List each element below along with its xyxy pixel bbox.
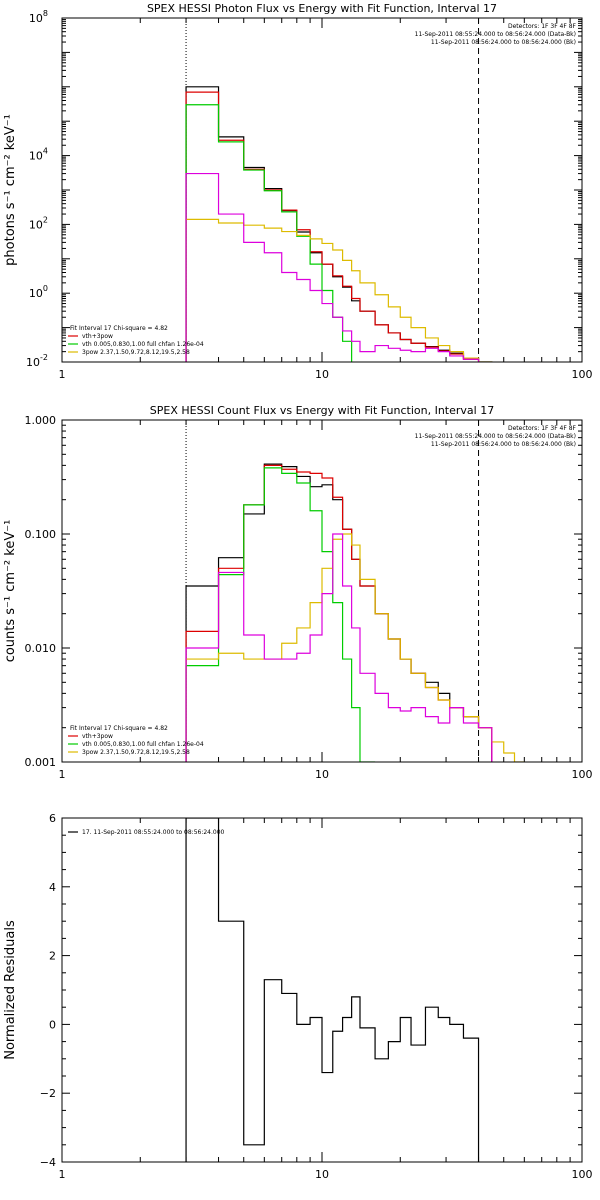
series-line-1 bbox=[185, 818, 480, 1162]
header-line: 11-Sep-2011 08:56:24.000 to 08:56:24.000… bbox=[431, 441, 576, 448]
x-tick-label: 1 bbox=[59, 1168, 66, 1181]
legend-entry: vth 0.005,0.830,1.00 full chfan 1.26e-04 bbox=[82, 741, 204, 748]
y-tick-label: 4 bbox=[49, 881, 56, 894]
chart-title: SPEX HESSI Count Flux vs Energy with Fit… bbox=[150, 404, 494, 417]
plot-frame bbox=[61, 419, 583, 763]
header-line: Detectors: 1F 3F 4F 8F bbox=[508, 425, 577, 432]
y-tick-label: 10-2 bbox=[26, 353, 48, 369]
series-line-2 bbox=[185, 464, 493, 762]
series-line-1 bbox=[185, 86, 505, 362]
y-tick-label: 102 bbox=[29, 215, 48, 231]
chart-panel-2: SPEX HESSI Count Flux vs Energy with Fit… bbox=[3, 404, 593, 781]
x-tick-label: 100 bbox=[572, 1168, 593, 1181]
y-tick-label: 0 bbox=[49, 1018, 56, 1031]
x-tick-label: 10 bbox=[315, 768, 329, 781]
x-tick-label: 1 bbox=[59, 368, 66, 381]
plot-frame bbox=[61, 17, 583, 363]
header-line: 11-Sep-2011 08:56:24.000 to 08:56:24.000… bbox=[431, 39, 576, 46]
series-line-4 bbox=[185, 218, 505, 362]
header-line: Detectors: 1F 3F 4F 8F bbox=[508, 23, 577, 30]
y-axis-label: counts s⁻¹ cm⁻² keV⁻¹ bbox=[3, 520, 18, 663]
y-tick-label: 1.000 bbox=[25, 414, 57, 427]
x-tick-label: 10 bbox=[315, 1168, 329, 1181]
series-line-1 bbox=[185, 463, 493, 762]
y-tick-label: 0.100 bbox=[25, 528, 57, 541]
chart-title: SPEX HESSI Photon Flux vs Energy with Fi… bbox=[147, 2, 497, 15]
legend-entry: 3pow 2.37,1.50,9.72,8.12,19.5,2.58 bbox=[82, 349, 190, 356]
y-tick-label: 104 bbox=[29, 147, 48, 163]
y-tick-label: 6 bbox=[49, 812, 56, 825]
header-line: 11-Sep-2011 08:55:24.000 to 08:56:24.000… bbox=[415, 433, 576, 440]
legend-entry: vth 0.005,0.830,1.00 full chfan 1.26e-04 bbox=[82, 341, 204, 348]
x-tick-label: 1 bbox=[59, 768, 66, 781]
y-tick-label: 0.001 bbox=[25, 756, 57, 769]
chart-panel-1: SPEX HESSI Photon Flux vs Energy with Fi… bbox=[3, 2, 593, 381]
y-tick-label: 2 bbox=[49, 950, 56, 963]
y-tick-label: 0.010 bbox=[25, 642, 57, 655]
y-tick-label: 108 bbox=[29, 9, 48, 25]
y-tick-label: 100 bbox=[29, 284, 48, 300]
legend-entry: 17. 11-Sep-2011 08:55:24.000 to 08:56:24… bbox=[82, 829, 225, 836]
series-line-3 bbox=[185, 104, 361, 362]
x-tick-label: 100 bbox=[572, 368, 593, 381]
series-line-2 bbox=[185, 91, 505, 362]
series-line-4 bbox=[185, 533, 525, 762]
y-axis-label: photons s⁻¹ cm⁻² keV⁻¹ bbox=[3, 114, 18, 266]
series-line-5 bbox=[185, 172, 480, 362]
y-tick-label: −4 bbox=[40, 1156, 56, 1169]
plot-frame bbox=[61, 817, 583, 1163]
legend-entry: vth+3pow bbox=[82, 333, 113, 340]
series-line-5 bbox=[185, 533, 493, 762]
legend-entry: 3pow 2.37,1.50,9.72,8.12,19.5,2.58 bbox=[82, 749, 190, 756]
chart-panel-3: Normalized Residuals 1 10 100 −4 −2 0 2 4 6 17. 11… bbox=[3, 812, 593, 1181]
legend-entry: vth+3pow bbox=[82, 733, 113, 740]
x-tick-label: 10 bbox=[315, 368, 329, 381]
x-tick-label: 100 bbox=[572, 768, 593, 781]
legend-entry: Fit Interval 17 Chi-square = 4.82 bbox=[70, 725, 168, 732]
header-line: 11-Sep-2011 08:55:24.000 to 08:56:24.000… bbox=[415, 31, 576, 38]
y-tick-label: −2 bbox=[40, 1087, 56, 1100]
legend-entry: Fit Interval 17 Chi-square = 4.82 bbox=[70, 325, 168, 332]
y-axis-label: Normalized Residuals bbox=[3, 920, 18, 1060]
series-line-3 bbox=[185, 467, 376, 762]
